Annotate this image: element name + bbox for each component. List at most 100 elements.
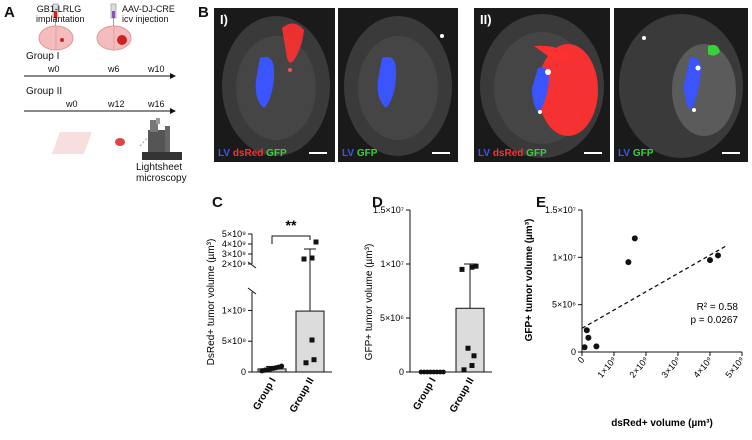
panel-d-letter: D xyxy=(372,194,383,211)
y-tick-label: 5×10⁶ xyxy=(380,313,404,323)
step2-line1: AAV-DJ-CRE xyxy=(122,4,175,14)
legend-gfp: GFP xyxy=(356,148,378,159)
syringe-icon-1 xyxy=(52,3,59,26)
legend-lv: LV xyxy=(618,148,631,159)
y-tick-label: 2×10⁹ xyxy=(222,259,246,269)
legend-dsred: dsRed xyxy=(492,148,524,159)
data-point xyxy=(583,327,590,334)
data-point xyxy=(585,334,592,341)
legend-lv: LV xyxy=(218,148,231,159)
y-tick-label: 5×10⁸ xyxy=(222,336,246,346)
x-tick-label: Group I xyxy=(251,376,278,412)
data-point xyxy=(279,363,285,369)
data-point xyxy=(473,263,479,269)
group2-label-b: II) xyxy=(480,12,492,27)
p-value-label: p = 0.0267 xyxy=(690,315,738,326)
y-tick-label: 1×10⁹ xyxy=(222,305,246,315)
bar xyxy=(455,307,485,373)
scale-bar xyxy=(584,152,602,154)
syringe-icon-2 xyxy=(110,3,117,26)
data-point xyxy=(715,252,721,259)
x-tick-label: 0 xyxy=(576,355,587,365)
x-tick-label: Group I xyxy=(411,376,438,412)
scale-bar xyxy=(432,152,450,154)
x-tick-label: Group II xyxy=(288,376,317,415)
data-point xyxy=(625,259,632,266)
x-tick-label: 3×10⁹ xyxy=(659,355,682,380)
x-tick-label: Group II xyxy=(448,376,477,415)
microscope-icon xyxy=(51,118,182,160)
y-tick-label: 5×10⁶ xyxy=(552,300,576,310)
x-tick-label: 2×10⁹ xyxy=(627,355,650,380)
data-point xyxy=(469,363,475,369)
data-point xyxy=(461,367,467,373)
method-line1: Lightsheet xyxy=(136,162,183,173)
group1-label-b: I) xyxy=(220,12,228,27)
y-axis-title: GFP+ tumor volume (µm³) xyxy=(364,244,375,361)
micrograph-group2-gfp: LV GFP xyxy=(614,8,748,162)
data-point xyxy=(593,343,600,350)
legend-gfp: GFP xyxy=(632,148,654,159)
x-axis-title: dsRed+ volume (µm³) xyxy=(611,418,713,429)
y-axis-title: DsRed+ tumor volume (µm³) xyxy=(206,239,217,366)
group2-t0: w0 xyxy=(66,99,78,109)
group1-label: Group I xyxy=(26,51,60,62)
axis-break-mark xyxy=(247,261,257,269)
panel-a-letter: A xyxy=(4,4,15,21)
data-point xyxy=(459,266,465,272)
y-tick-label: 1×10⁷ xyxy=(380,259,404,269)
data-point xyxy=(301,256,307,262)
group2-t2: w16 xyxy=(148,99,165,109)
data-point xyxy=(309,337,315,343)
significance-bracket xyxy=(271,235,311,244)
legend-lv: LV xyxy=(342,148,355,159)
legend-dsred: dsRed xyxy=(232,148,264,159)
data-point xyxy=(631,235,638,242)
y-tick-label: 1.5×10⁷ xyxy=(545,205,576,215)
data-point xyxy=(471,353,477,359)
data-point xyxy=(707,257,713,264)
axis-break-mark xyxy=(247,287,257,295)
chart-d: 0 5×10⁶ 1×10⁷ 1.5×10⁷ GFP+ tumor volume (µm³… xyxy=(364,205,492,415)
y-tick-label: 0 xyxy=(399,367,404,377)
y-tick-label: 5×10⁹ xyxy=(222,229,246,239)
micrograph-group2-merged: II) LV dsRed GFP xyxy=(474,8,610,162)
step1-line1: GB1-LRLG xyxy=(36,4,82,14)
micrograph-group1-gfp: LV GFP xyxy=(338,8,458,162)
step2-line2: icv injection xyxy=(122,14,169,24)
legend-lv: LV xyxy=(478,148,491,159)
group2-label: Group II xyxy=(26,86,63,97)
y-tick-label: 0 xyxy=(241,367,246,377)
y-axis-title: GFP+ tumor volume (µm³) xyxy=(524,219,535,342)
micrograph-group1-merged: I) LV dsRed GFP xyxy=(214,8,335,162)
significance-label: ** xyxy=(286,217,297,233)
data-point xyxy=(303,360,309,366)
method-line2: microscopy xyxy=(136,173,187,184)
legend-gfp: GFP xyxy=(266,148,287,159)
data-point xyxy=(465,345,471,351)
x-tick-label: 4×10⁹ xyxy=(691,355,714,380)
data-point xyxy=(441,369,446,375)
group1-t1: w6 xyxy=(108,64,120,74)
group2-t1: w12 xyxy=(108,99,125,109)
data-point xyxy=(469,264,475,270)
data-point xyxy=(311,357,317,363)
data-point xyxy=(313,239,319,245)
group1-t2: w10 xyxy=(148,64,165,74)
x-tick-label: 1×10⁹ xyxy=(595,355,618,380)
panel-a-schematic xyxy=(24,3,182,160)
y-tick-label: 3×10⁹ xyxy=(222,249,246,259)
y-tick-label: 1×10⁷ xyxy=(552,252,576,262)
data-point xyxy=(309,255,315,261)
scale-bar xyxy=(722,152,740,154)
y-tick-label: 0 xyxy=(571,347,576,357)
chart-e: 0 5×10⁶ 1×10⁷ 1.5×10⁷ 0 1×10⁹ 2×10⁹ 3×10⁹ 4×10⁹ 5… xyxy=(524,205,747,429)
data-point xyxy=(581,344,588,351)
legend-gfp: GFP xyxy=(526,148,547,159)
panel-b-letter: B xyxy=(198,4,209,21)
group1-t0: w0 xyxy=(48,64,60,74)
panel-e-letter: E xyxy=(536,194,547,211)
y-tick-label: 1.5×10⁷ xyxy=(373,205,404,215)
brain-icon-1 xyxy=(38,25,74,51)
